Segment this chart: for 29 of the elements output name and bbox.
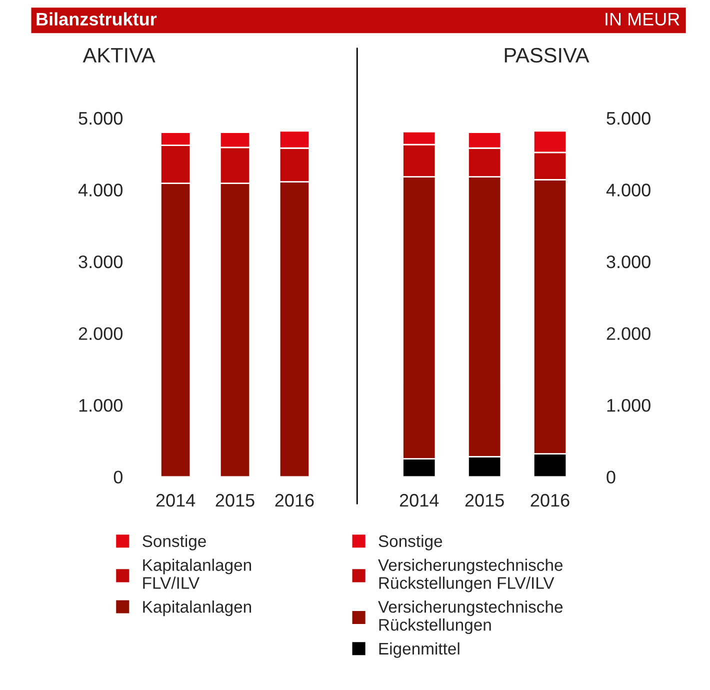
x-tick-label: 2016 bbox=[275, 494, 314, 507]
y-tick-label: 0 bbox=[606, 470, 616, 484]
y-tick-label: 2.000 bbox=[78, 327, 122, 340]
y-tick-label: 5.000 bbox=[606, 112, 650, 125]
legend-label: Versicherungstechnische Rückstellungen bbox=[378, 600, 563, 634]
legend-label: Kapitalanlagen FLV/ILV bbox=[143, 558, 252, 589]
legend-label: Kapitalanlagen bbox=[143, 600, 252, 616]
legend-label: Eigenmittel bbox=[379, 642, 460, 658]
y-tick-label: 1.000 bbox=[607, 398, 650, 412]
y-tick-label: 5.000 bbox=[78, 112, 122, 125]
y-tick-label: 0 bbox=[114, 470, 122, 484]
x-tick-label: 2014 bbox=[156, 494, 196, 507]
x-tick-label: 2015 bbox=[216, 494, 254, 507]
chart-title: PASSIVA bbox=[504, 48, 590, 63]
x-tick-label: 2014 bbox=[400, 494, 439, 507]
text: IN MEUR bbox=[606, 12, 680, 26]
legend-label: Versicherungstechnische Rückstellungen FLV/ILV bbox=[378, 558, 563, 592]
y-tick-label: 4.000 bbox=[78, 184, 122, 196]
y-tick-label: 1.000 bbox=[79, 398, 122, 412]
x-tick-label: 2016 bbox=[530, 494, 570, 507]
legend-label: Sonstige bbox=[142, 534, 206, 550]
y-tick-label: 3.000 bbox=[606, 255, 650, 268]
legend-label: Sonstige bbox=[378, 534, 442, 550]
y-tick-label: 2.000 bbox=[606, 327, 650, 340]
chart-title: AKTIVA bbox=[82, 48, 156, 62]
y-tick-label: 4.000 bbox=[606, 184, 650, 196]
x-tick-label: 2015 bbox=[465, 494, 504, 507]
y-tick-label: 3.000 bbox=[78, 255, 122, 268]
text: Bilanzstruktur bbox=[36, 12, 157, 26]
